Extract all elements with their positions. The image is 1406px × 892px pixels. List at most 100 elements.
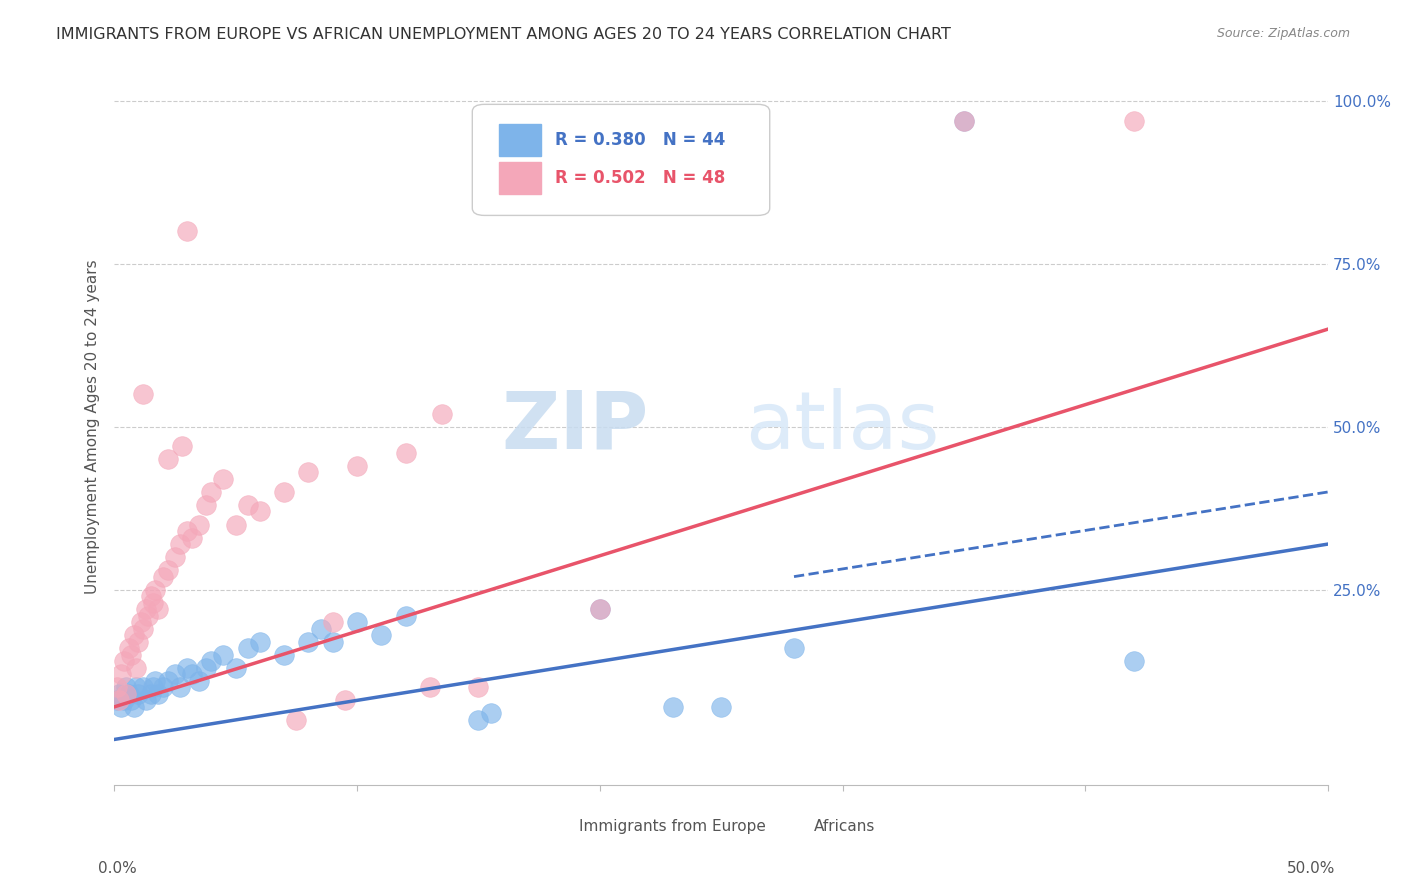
Point bbox=[163, 667, 186, 681]
Point bbox=[236, 641, 259, 656]
Point bbox=[105, 681, 128, 695]
Point bbox=[112, 693, 135, 707]
Point bbox=[108, 687, 131, 701]
Point bbox=[156, 452, 179, 467]
Point bbox=[169, 537, 191, 551]
Point bbox=[333, 693, 356, 707]
Y-axis label: Unemployment Among Ages 20 to 24 years: Unemployment Among Ages 20 to 24 years bbox=[86, 260, 100, 594]
Point bbox=[195, 498, 218, 512]
Point bbox=[145, 582, 167, 597]
Point bbox=[146, 687, 169, 701]
Text: R = 0.502   N = 48: R = 0.502 N = 48 bbox=[555, 169, 725, 187]
Point bbox=[1122, 113, 1144, 128]
Point bbox=[176, 224, 198, 238]
Point bbox=[145, 673, 167, 688]
Text: atlas: atlas bbox=[745, 388, 939, 466]
Text: Source: ZipAtlas.com: Source: ZipAtlas.com bbox=[1216, 27, 1350, 40]
Point bbox=[710, 699, 733, 714]
Point bbox=[125, 661, 148, 675]
Point bbox=[122, 628, 145, 642]
Point bbox=[188, 517, 211, 532]
Point bbox=[419, 681, 441, 695]
Point bbox=[200, 484, 222, 499]
Point bbox=[212, 648, 235, 662]
Point bbox=[200, 654, 222, 668]
Point bbox=[176, 661, 198, 675]
Point bbox=[479, 706, 502, 721]
Point bbox=[430, 407, 453, 421]
Point bbox=[589, 602, 612, 616]
Text: IMMIGRANTS FROM EUROPE VS AFRICAN UNEMPLOYMENT AMONG AGES 20 TO 24 YEARS CORRELA: IMMIGRANTS FROM EUROPE VS AFRICAN UNEMPL… bbox=[56, 27, 950, 42]
Point bbox=[127, 634, 149, 648]
Point bbox=[661, 699, 683, 714]
Point bbox=[118, 687, 141, 701]
Text: Immigrants from Europe: Immigrants from Europe bbox=[579, 819, 766, 834]
Point bbox=[297, 466, 319, 480]
Point bbox=[135, 602, 157, 616]
Point bbox=[169, 681, 191, 695]
Bar bbox=[499, 162, 541, 194]
Point bbox=[322, 615, 344, 630]
Point bbox=[394, 608, 416, 623]
Point bbox=[142, 681, 165, 695]
Point bbox=[346, 615, 368, 630]
Point bbox=[139, 589, 162, 603]
Point bbox=[118, 641, 141, 656]
Point bbox=[1122, 654, 1144, 668]
Point bbox=[188, 673, 211, 688]
Point bbox=[180, 667, 202, 681]
Point bbox=[152, 569, 174, 583]
Point bbox=[108, 693, 131, 707]
Point bbox=[163, 550, 186, 565]
Point bbox=[127, 687, 149, 701]
Point bbox=[152, 681, 174, 695]
Point bbox=[953, 113, 976, 128]
Point bbox=[110, 667, 132, 681]
Text: R = 0.380   N = 44: R = 0.380 N = 44 bbox=[555, 131, 725, 149]
Point bbox=[156, 673, 179, 688]
Point bbox=[132, 681, 155, 695]
Point bbox=[110, 699, 132, 714]
Point bbox=[249, 634, 271, 648]
Point bbox=[105, 693, 128, 707]
Point bbox=[125, 681, 148, 695]
Bar bbox=[499, 124, 541, 156]
Point bbox=[180, 531, 202, 545]
Point bbox=[249, 504, 271, 518]
Point bbox=[297, 634, 319, 648]
Point bbox=[132, 622, 155, 636]
Point bbox=[176, 524, 198, 538]
Point bbox=[236, 498, 259, 512]
Point bbox=[225, 517, 247, 532]
Point bbox=[467, 681, 489, 695]
Point bbox=[953, 113, 976, 128]
Point bbox=[285, 713, 308, 727]
Point bbox=[112, 654, 135, 668]
Point bbox=[212, 472, 235, 486]
Point bbox=[139, 687, 162, 701]
Point bbox=[195, 661, 218, 675]
Point bbox=[135, 693, 157, 707]
Point bbox=[309, 622, 332, 636]
Bar bbox=[779, 816, 806, 837]
Bar bbox=[546, 816, 572, 837]
Point bbox=[225, 661, 247, 675]
Point bbox=[122, 699, 145, 714]
Text: ZIP: ZIP bbox=[501, 388, 648, 466]
Point bbox=[322, 634, 344, 648]
Point bbox=[132, 387, 155, 401]
Point bbox=[394, 446, 416, 460]
Text: Africans: Africans bbox=[814, 819, 875, 834]
Point bbox=[273, 648, 295, 662]
Point bbox=[115, 687, 138, 701]
Point bbox=[120, 693, 142, 707]
Point bbox=[115, 681, 138, 695]
Point bbox=[467, 713, 489, 727]
Text: 50.0%: 50.0% bbox=[1288, 861, 1336, 876]
Point bbox=[370, 628, 392, 642]
Point bbox=[129, 615, 152, 630]
FancyBboxPatch shape bbox=[472, 104, 769, 215]
Point bbox=[346, 458, 368, 473]
Point bbox=[146, 602, 169, 616]
Text: 0.0%: 0.0% bbox=[98, 861, 138, 876]
